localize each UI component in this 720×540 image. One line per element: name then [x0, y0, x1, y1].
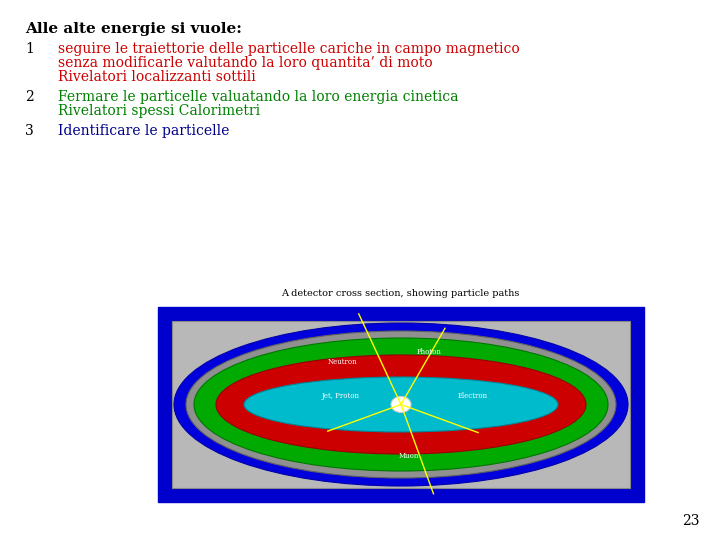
Text: A detector cross section, showing particle paths: A detector cross section, showing partic… [281, 289, 519, 298]
Ellipse shape [244, 377, 558, 432]
Text: Identificare le particelle: Identificare le particelle [58, 124, 230, 138]
Text: 3: 3 [25, 124, 34, 138]
Text: Alle alte energie si vuole:: Alle alte energie si vuole: [25, 22, 242, 36]
Text: Electron: Electron [458, 393, 488, 401]
Text: seguire le traiettorie delle particelle cariche in campo magnetico: seguire le traiettorie delle particelle … [58, 42, 520, 56]
Text: senza modificarle valutando la loro quantita’ di moto: senza modificarle valutando la loro quan… [58, 56, 433, 70]
Text: Muon: Muon [399, 453, 419, 461]
Ellipse shape [174, 323, 628, 486]
Text: Photon: Photon [417, 348, 441, 356]
Text: 23: 23 [683, 514, 700, 528]
Text: Neutron: Neutron [328, 359, 358, 367]
Ellipse shape [391, 396, 411, 413]
Text: 1: 1 [25, 42, 34, 56]
Ellipse shape [216, 355, 586, 454]
Text: Rivelatori localizzanti sottili: Rivelatori localizzanti sottili [58, 70, 256, 84]
Bar [158, 307, 644, 502]
Text: 2: 2 [25, 90, 34, 104]
Bar [172, 321, 630, 488]
Text: Fermare le particelle valuatando la loro energia cinetica: Fermare le particelle valuatando la loro… [58, 90, 459, 104]
Ellipse shape [186, 331, 616, 478]
Ellipse shape [194, 338, 608, 471]
Text: Rivelatori spessi Calorimetri: Rivelatori spessi Calorimetri [58, 104, 260, 118]
Text: Jet, Proton: Jet, Proton [322, 393, 360, 401]
